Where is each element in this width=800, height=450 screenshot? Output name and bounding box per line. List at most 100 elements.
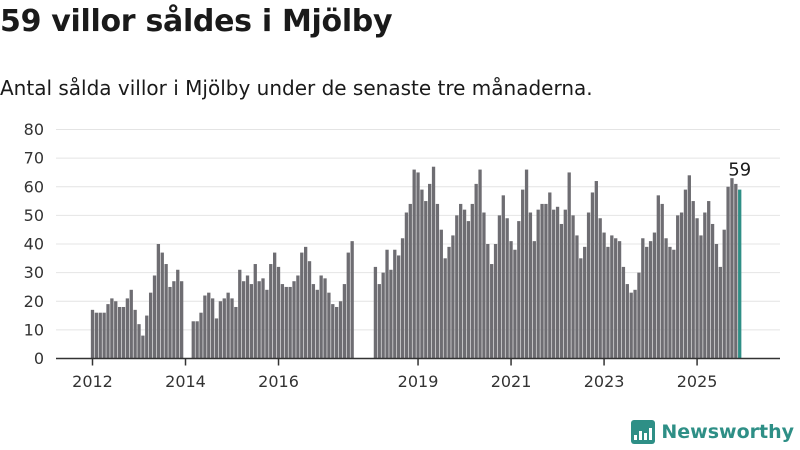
bar (714, 244, 719, 359)
chart-subtitle: Antal sålda villor i Mjölby under de sen… (0, 76, 593, 100)
x-tick-label: 2016 (258, 372, 299, 391)
bar (292, 281, 296, 359)
bar (404, 212, 409, 359)
brand-name: Newsworthy (661, 421, 794, 443)
bar (707, 201, 711, 359)
bar (222, 298, 226, 359)
bar (90, 309, 95, 359)
bar (276, 266, 281, 359)
bar (168, 286, 172, 359)
bar (179, 281, 184, 359)
bar (428, 183, 432, 359)
bar (397, 255, 401, 359)
bar (633, 289, 637, 359)
bar (579, 258, 583, 359)
bar (482, 212, 486, 359)
bar (381, 272, 385, 359)
bar (718, 266, 722, 359)
bar (210, 298, 215, 359)
bar (664, 238, 668, 359)
bar (478, 169, 482, 359)
bar (431, 166, 436, 359)
bar (393, 249, 397, 359)
bar (590, 192, 595, 359)
bar (311, 284, 316, 359)
bar (583, 246, 587, 359)
bar (141, 335, 145, 359)
bar (412, 169, 416, 359)
bar (176, 269, 180, 359)
bar (703, 212, 707, 359)
bar (652, 232, 657, 359)
bar (602, 232, 606, 359)
bar (288, 286, 292, 359)
y-tick-label: 50 (24, 206, 44, 225)
bar (497, 215, 502, 359)
bar (490, 264, 494, 359)
bar (98, 312, 102, 359)
bar (660, 203, 664, 359)
bar (323, 278, 327, 359)
bar (451, 235, 455, 359)
brand-logo: Newsworthy (631, 420, 794, 444)
y-tick-label: 60 (24, 177, 44, 196)
bar (203, 295, 207, 359)
bar (625, 284, 629, 359)
bar (617, 241, 622, 359)
bar (346, 252, 350, 359)
bar (455, 215, 459, 359)
bar (629, 292, 633, 359)
bar (683, 189, 688, 359)
bar (598, 218, 602, 359)
bar (447, 246, 451, 359)
bar (509, 241, 513, 359)
highlight-value-label: 59 (728, 160, 751, 181)
bar (145, 315, 149, 359)
bar (114, 301, 118, 359)
bar (513, 249, 517, 359)
bar (645, 246, 649, 359)
y-tick-label: 70 (24, 149, 44, 168)
y-tick-label: 80 (24, 120, 44, 139)
bar (614, 238, 618, 359)
bar (377, 284, 381, 359)
bar (121, 306, 126, 359)
y-tick-label: 20 (24, 292, 44, 311)
bar (424, 201, 428, 359)
bar (710, 223, 715, 359)
bar-highlight (738, 189, 742, 359)
x-tick-label: 2025 (677, 372, 718, 391)
bar (102, 312, 106, 359)
bar (110, 298, 114, 359)
bar (679, 212, 684, 359)
bar (133, 309, 137, 359)
bar (106, 304, 110, 359)
bar (199, 312, 203, 359)
bar (641, 238, 645, 359)
bar (273, 252, 277, 359)
bar (555, 206, 560, 359)
x-tick-label: 2014 (165, 372, 206, 391)
bar (265, 289, 269, 359)
bar (156, 244, 161, 359)
bar (528, 212, 533, 359)
bar (257, 281, 261, 359)
bar (389, 269, 393, 359)
bar (307, 261, 312, 359)
bar (594, 181, 598, 359)
bar (172, 281, 176, 359)
bar (335, 306, 339, 359)
bar (474, 183, 478, 359)
bar (385, 249, 389, 359)
bar (637, 272, 641, 359)
x-tick-label: 2019 (398, 372, 439, 391)
bar (567, 172, 571, 359)
bar (722, 229, 726, 359)
bar (575, 235, 579, 359)
bar (280, 284, 285, 359)
bar (327, 292, 331, 359)
x-tick-label: 2023 (584, 372, 625, 391)
bar (319, 275, 323, 359)
newsworthy-logo-icon (631, 420, 656, 444)
bar (94, 312, 99, 359)
